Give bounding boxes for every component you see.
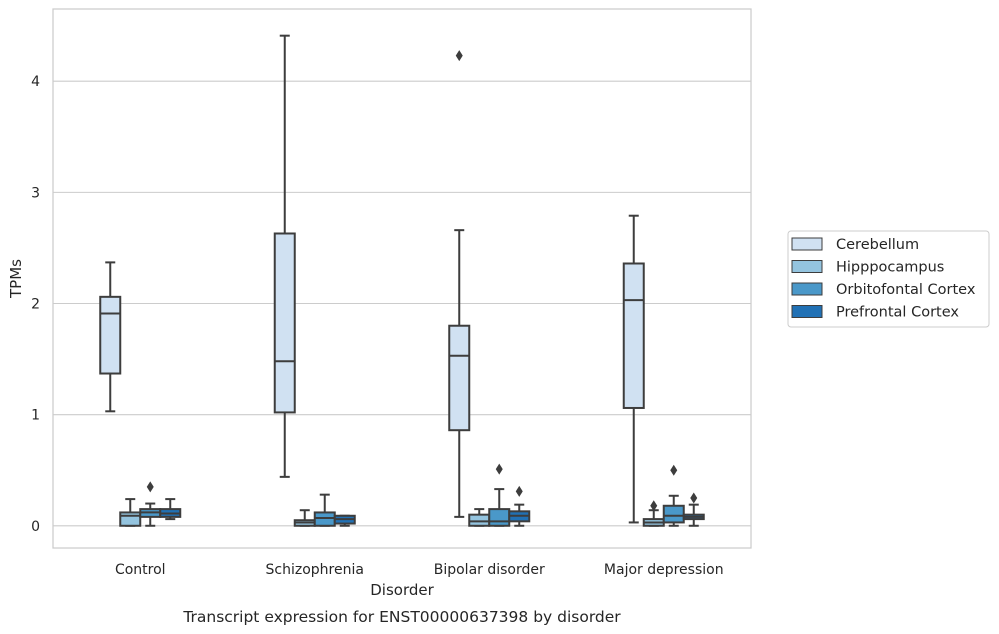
- legend-label: Cerebellum: [836, 237, 919, 253]
- x-axis-ticks: Control Schizophrenia Bipolar disorder Majo…: [115, 562, 724, 578]
- box-prefrontal-cortex: [333, 514, 356, 527]
- legend-swatch: [791, 237, 823, 251]
- y-tick-label: 2: [31, 297, 40, 313]
- y-tick-label: 4: [31, 74, 40, 90]
- legend: Cerebellum Hipppocampus Orbitofontal Corte…: [787, 230, 990, 328]
- legend-label: Prefrontal Cortex: [836, 305, 959, 321]
- box-cerebellum: [622, 214, 645, 524]
- box-prefrontal-cortex: [159, 498, 182, 521]
- iqr-box: [622, 262, 645, 409]
- box-orbitofontal-cortex: [662, 464, 685, 527]
- outlier-point: [495, 463, 503, 475]
- y-tick-label: 0: [31, 519, 40, 535]
- legend-swatch: [791, 282, 823, 296]
- iqr-box: [273, 232, 296, 414]
- outlier-point: [515, 485, 523, 497]
- x-axis-title: Disorder: [370, 581, 434, 599]
- legend-swatch: [791, 260, 823, 273]
- iqr-box: [448, 324, 471, 432]
- box-cerebellum: [448, 50, 471, 518]
- box-series: [99, 34, 705, 527]
- plot-frame: [52, 8, 752, 549]
- iqr-box: [99, 295, 122, 375]
- iqr-box: [119, 511, 142, 527]
- outlier-point: [146, 481, 154, 493]
- iqr-box: [488, 508, 511, 527]
- legend-label: Hipppocampus: [836, 260, 944, 276]
- x-tick-label: Control: [115, 562, 166, 578]
- box-cerebellum: [273, 34, 296, 478]
- box-cerebellum: [99, 261, 122, 413]
- legend-frame: [787, 230, 990, 328]
- iqr-box: [662, 504, 685, 524]
- chart-caption: Transcript expression for ENST0000063739…: [182, 608, 621, 626]
- y-tick-label: 1: [31, 408, 40, 424]
- x-tick-label: Major depression: [604, 562, 724, 578]
- outlier-point: [670, 464, 678, 476]
- box-orbitofontal-cortex: [488, 463, 511, 527]
- y-tick-label: 3: [31, 185, 40, 201]
- box-hipppocampus: [119, 498, 142, 527]
- iqr-box: [313, 511, 336, 527]
- outlier-point: [650, 500, 658, 512]
- x-tick-label: Schizophrenia: [266, 562, 364, 578]
- outlier-point: [455, 50, 463, 62]
- iqr-box: [468, 513, 491, 527]
- outlier-point: [690, 492, 698, 504]
- y-axis-ticks: 0 1 2 3 4: [31, 74, 40, 535]
- box-prefrontal-cortex: [682, 492, 705, 527]
- x-tick-label: Bipolar disorder: [434, 562, 545, 578]
- legend-label: Orbitofontal Cortex: [836, 282, 976, 298]
- legend-swatch: [791, 305, 823, 318]
- y-axis-title: TPMs: [7, 259, 25, 299]
- box-prefrontal-cortex: [508, 485, 531, 527]
